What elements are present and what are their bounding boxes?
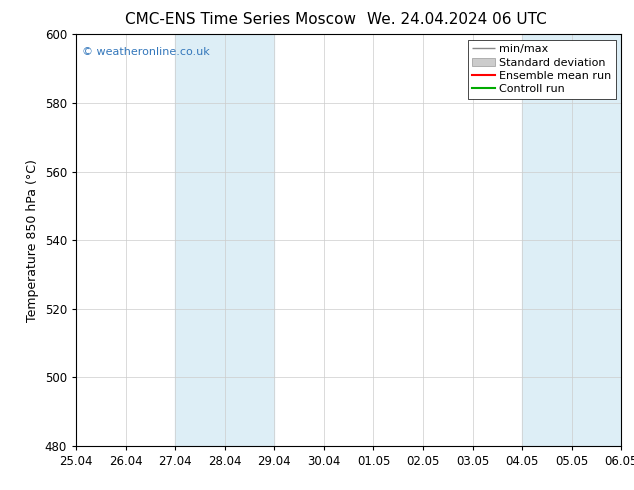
Bar (522, 34, 621, 446)
Text: We. 24.04.2024 06 UTC: We. 24.04.2024 06 UTC (366, 12, 547, 27)
Text: CMC-ENS Time Series Moscow: CMC-ENS Time Series Moscow (126, 12, 356, 27)
Legend: min/max, Standard deviation, Ensemble mean run, Controll run: min/max, Standard deviation, Ensemble me… (468, 40, 616, 99)
Y-axis label: Temperature 850 hPa (°C): Temperature 850 hPa (°C) (26, 159, 39, 321)
Bar (175, 34, 275, 446)
Text: © weatheronline.co.uk: © weatheronline.co.uk (82, 47, 209, 57)
